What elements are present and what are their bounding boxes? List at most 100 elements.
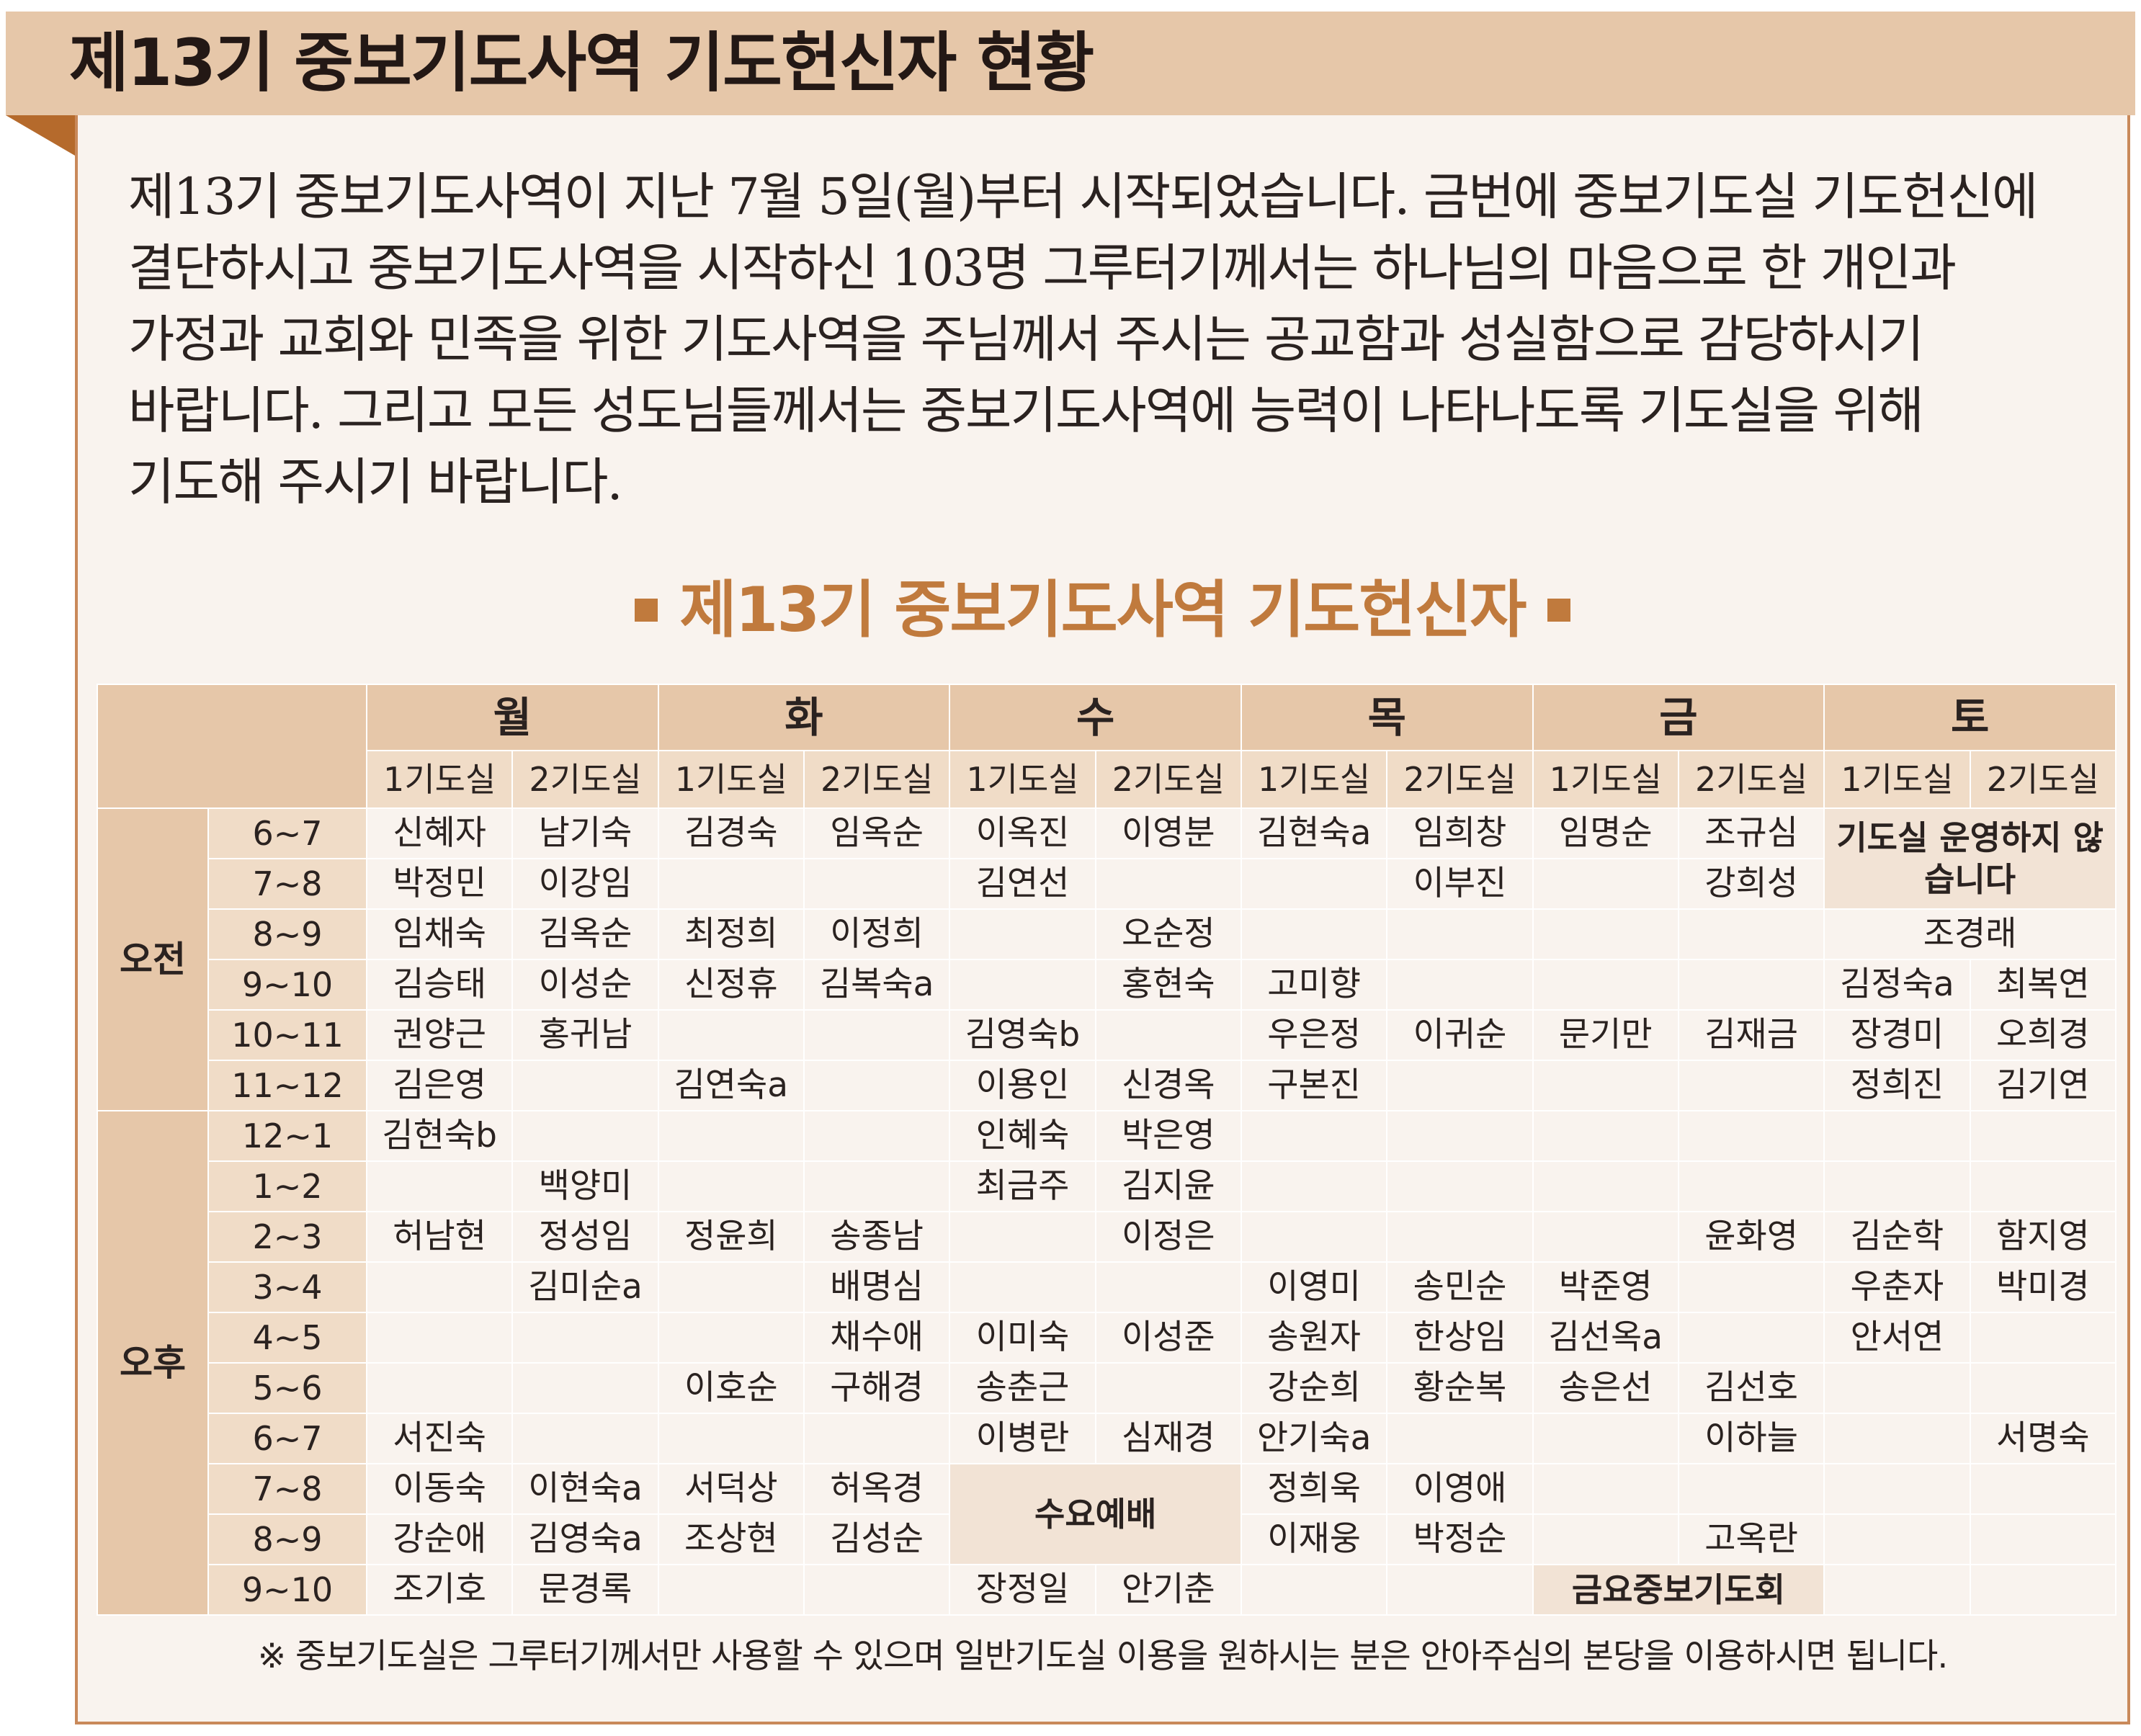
schedule-cell: 권양근 bbox=[365, 1009, 514, 1061]
schedule-cell: 이동숙 bbox=[365, 1463, 514, 1515]
time-slot: 12~1 bbox=[207, 1110, 367, 1162]
schedule-cell: 송원자 bbox=[1240, 1312, 1388, 1364]
schedule-cell: 허남현 bbox=[365, 1211, 514, 1263]
schedule-cell bbox=[511, 1110, 659, 1162]
schedule-cell bbox=[1532, 1060, 1679, 1111]
schedule-cell: 조경래 bbox=[1823, 908, 2117, 960]
schedule-cell bbox=[1969, 1110, 2117, 1162]
schedule-cell: 구해경 bbox=[803, 1362, 951, 1414]
schedule-cell: 정희욱 bbox=[1240, 1463, 1388, 1515]
meeting-block: 금요중보기도회 bbox=[1532, 1564, 1825, 1616]
schedule-cell: 김경숙 bbox=[657, 807, 805, 859]
schedule-cell bbox=[1823, 1160, 1971, 1212]
intro-line: 기도해 주시기 바랍니다. bbox=[128, 452, 623, 511]
schedule-cell: 최복연 bbox=[1969, 959, 2117, 1011]
schedule-cell: 김연선 bbox=[949, 858, 1096, 910]
schedule-cell: 신경옥 bbox=[1094, 1060, 1242, 1111]
schedule-cell bbox=[657, 1413, 805, 1464]
schedule-cell bbox=[1386, 959, 1534, 1011]
schedule-cell: 김기연 bbox=[1969, 1060, 2117, 1111]
schedule-cell bbox=[1677, 1261, 1825, 1313]
schedule-cell: 이용인 bbox=[949, 1060, 1096, 1111]
room-header: 2기도실 bbox=[1094, 750, 1242, 809]
table-row: 3~4 김미순a 배명심 이영미 송민순 박준영 우춘자 박미경 bbox=[97, 1261, 2117, 1313]
room-header: 2기도실 bbox=[1677, 750, 1825, 809]
period-label: 오전 bbox=[97, 807, 209, 1111]
schedule-cell: 서명숙 bbox=[1969, 1413, 2117, 1464]
closed-notice: 기도실 운영하지 않습니다 bbox=[1823, 807, 2117, 910]
schedule-cell: 김정숙a bbox=[1823, 959, 1971, 1011]
schedule-cell: 문기만 bbox=[1532, 1009, 1679, 1061]
schedule-cell bbox=[949, 1261, 1096, 1313]
schedule-cell: 이영미 bbox=[1240, 1261, 1388, 1313]
schedule-cell: 서진숙 bbox=[365, 1413, 514, 1464]
schedule-heading: 제13기 중보기도사역 기도헌신자 bbox=[78, 571, 2127, 650]
schedule-cell bbox=[1240, 1564, 1388, 1616]
intro-line: 결단하시고 중보기도사역을 시작하신 103명 그루터기께서는 하나님의 마음으… bbox=[128, 238, 1957, 297]
schedule-cell bbox=[949, 908, 1096, 960]
schedule-cell: 정성임 bbox=[511, 1211, 659, 1263]
schedule-cell: 박정순 bbox=[1386, 1513, 1534, 1565]
schedule-cell: 김재금 bbox=[1677, 1009, 1825, 1061]
intro-line: 가정과 교회와 민족을 위한 기도사역을 주님께서 주시는 공교함과 성실함으로… bbox=[128, 310, 1924, 369]
schedule-cell: 이귀순 bbox=[1386, 1009, 1534, 1061]
schedule-cell: 이미숙 bbox=[949, 1312, 1096, 1364]
schedule-cell: 이옥진 bbox=[949, 807, 1096, 859]
time-slot: 2~3 bbox=[207, 1211, 367, 1263]
schedule-cell bbox=[1677, 1060, 1825, 1111]
square-bullet-icon bbox=[1547, 598, 1570, 622]
day-header: 목 bbox=[1240, 684, 1534, 751]
schedule-cell: 인혜숙 bbox=[949, 1110, 1096, 1162]
schedule-cell: 고옥란 bbox=[1677, 1513, 1825, 1565]
schedule-cell bbox=[365, 1160, 514, 1212]
schedule-cell bbox=[1094, 858, 1242, 910]
schedule-cell: 김복숙a bbox=[803, 959, 951, 1011]
schedule-cell bbox=[1532, 1211, 1679, 1263]
schedule-cell: 우은정 bbox=[1240, 1009, 1388, 1061]
schedule-cell: 박정민 bbox=[365, 858, 514, 910]
title-banner: 제13기 중보기도사역 기도헌신자 현황 bbox=[6, 12, 2135, 115]
schedule-cell bbox=[1386, 1564, 1534, 1616]
schedule-cell: 김선호 bbox=[1677, 1362, 1825, 1414]
schedule-cell: 최금주 bbox=[949, 1160, 1096, 1212]
time-slot: 10~11 bbox=[207, 1009, 367, 1061]
schedule-cell: 서덕상 bbox=[657, 1463, 805, 1515]
schedule-cell: 이현숙a bbox=[511, 1463, 659, 1515]
schedule-cell bbox=[657, 1564, 805, 1616]
room-header: 2기도실 bbox=[1969, 750, 2117, 809]
time-slot: 9~10 bbox=[207, 959, 367, 1011]
schedule-cell: 장정일 bbox=[949, 1564, 1096, 1616]
table-row: 8~9 임채숙 김옥순 최정희 이정희 오순정 조경래 bbox=[97, 908, 2117, 960]
schedule-cell: 홍현숙 bbox=[1094, 959, 1242, 1011]
schedule-cell: 함지영 bbox=[1969, 1211, 2117, 1263]
schedule-cell: 오순정 bbox=[1094, 908, 1242, 960]
room-header: 1기도실 bbox=[365, 750, 514, 809]
time-slot: 8~9 bbox=[207, 908, 367, 960]
schedule-cell: 정희진 bbox=[1823, 1060, 1971, 1111]
schedule-cell bbox=[1240, 858, 1388, 910]
schedule-cell bbox=[657, 1009, 805, 1061]
schedule-cell: 김영숙a bbox=[511, 1513, 659, 1565]
schedule-cell: 채수애 bbox=[803, 1312, 951, 1364]
footnote: ※ 중보기도실은 그루터기께서만 사용할 수 있으며 일반기도실 이용을 원하시… bbox=[257, 1637, 1949, 1676]
schedule-cell bbox=[1969, 1362, 2117, 1414]
schedule-cell: 이정은 bbox=[1094, 1211, 1242, 1263]
schedule-cell bbox=[803, 1060, 951, 1111]
schedule-cell bbox=[511, 1312, 659, 1364]
room-header: 1기도실 bbox=[1823, 750, 1971, 809]
time-slot: 11~12 bbox=[207, 1060, 367, 1111]
room-header: 1기도실 bbox=[949, 750, 1096, 809]
schedule-cell: 김옥순 bbox=[511, 908, 659, 960]
schedule-cell: 이부진 bbox=[1386, 858, 1534, 910]
schedule-cell bbox=[803, 1160, 951, 1212]
schedule-cell: 김선옥a bbox=[1532, 1312, 1679, 1364]
table-corner bbox=[97, 684, 367, 809]
schedule-cell: 구본진 bbox=[1240, 1060, 1388, 1111]
schedule-cell bbox=[511, 1060, 659, 1111]
time-slot: 6~7 bbox=[207, 807, 367, 859]
schedule-cell: 최정희 bbox=[657, 908, 805, 960]
schedule-cell bbox=[1969, 1312, 2117, 1364]
table-row: 오전 6~7 신혜자 남기숙 김경숙 임옥순 이옥진 이영분 김현숙a 임희창 임명순 조규심 기도실 … bbox=[97, 807, 2117, 1111]
day-header: 토 bbox=[1823, 684, 2117, 751]
table-row: 6~7 서진숙 이병란 심재경 안기숙a 이하늘 서명숙 bbox=[97, 1413, 2117, 1464]
